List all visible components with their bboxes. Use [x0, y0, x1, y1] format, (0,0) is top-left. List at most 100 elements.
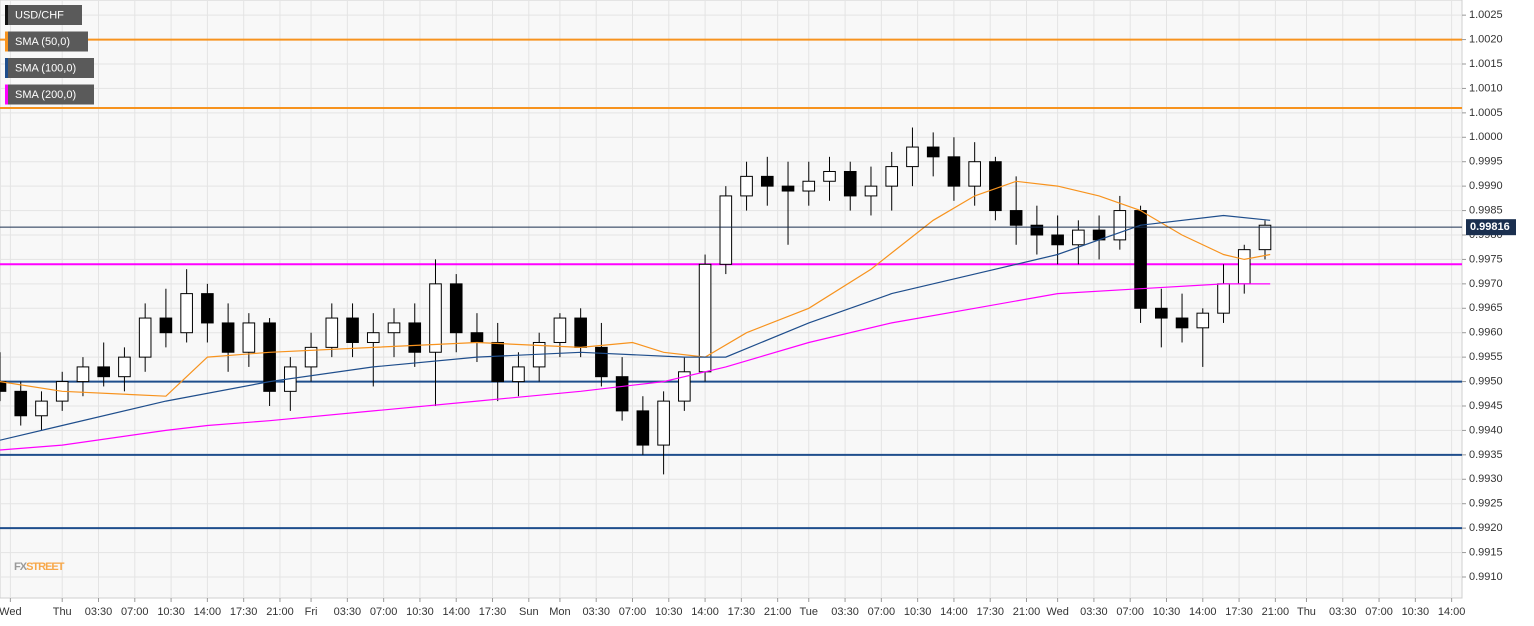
candle-body [512, 366, 525, 383]
candle-body [678, 371, 691, 402]
y-tick-label: 0.9925 [1469, 498, 1503, 510]
candle-body [1009, 210, 1023, 226]
x-tick-label: 17:30 [479, 606, 507, 618]
candle-body [35, 400, 48, 417]
x-tick-label: 14:00 [691, 606, 719, 618]
candle-body [968, 161, 981, 187]
x-tick-label: Mon [549, 606, 570, 618]
candle-body [470, 332, 484, 343]
legend-box [5, 58, 94, 78]
x-tick-label: Fri [305, 606, 318, 618]
x-tick-label: 14:00 [1189, 606, 1217, 618]
legend-label: SMA (100,0) [15, 62, 76, 74]
candle-body [1258, 224, 1272, 251]
candle-body [636, 410, 650, 446]
x-tick-label: 17:30 [728, 606, 756, 618]
legend-swatch [5, 58, 8, 78]
x-tick-label: 17:30 [976, 606, 1004, 618]
candle-body [1030, 224, 1044, 236]
candle-body [180, 293, 193, 334]
y-tick-label: 0.9975 [1469, 253, 1503, 265]
candle-body [1051, 234, 1064, 246]
y-tick-label: 1.0000 [1469, 131, 1503, 143]
candle-body [823, 170, 836, 182]
legend-label: SMA (50,0) [15, 36, 70, 48]
candle-body [1237, 249, 1251, 285]
watermark-fx: FX [14, 561, 28, 573]
legend-swatch [5, 84, 8, 105]
y-tick-label: 0.9960 [1469, 327, 1503, 339]
x-tick-label: 07:00 [121, 606, 149, 618]
candle-body [1113, 210, 1127, 241]
candle-body [947, 156, 961, 187]
x-tick-label: 10:30 [157, 606, 185, 618]
y-tick-label: 0.9970 [1469, 278, 1503, 290]
x-tick-label: 03:30 [582, 606, 610, 618]
legend-swatch [5, 5, 8, 25]
y-tick-label: 0.9920 [1469, 522, 1503, 534]
x-tick-label: 14:00 [1438, 606, 1466, 618]
x-tick-label: Sun [519, 606, 539, 618]
candle-body [263, 322, 276, 392]
candle-body [304, 346, 318, 368]
y-tick-label: 0.9950 [1469, 375, 1503, 387]
y-tick-label: 1.0015 [1469, 58, 1503, 70]
candle-body [159, 317, 173, 334]
legend-box [5, 5, 82, 25]
x-tick-label: 03:30 [334, 606, 362, 618]
x-tick-label: 10:30 [406, 606, 434, 618]
x-tick-label: 21:00 [266, 606, 294, 618]
x-tick-label: 03:30 [1080, 606, 1108, 618]
plot-area [0, 0, 1463, 599]
candle-body [802, 180, 816, 192]
candle-body [1196, 312, 1210, 329]
candle-body [657, 400, 670, 446]
x-tick-label: Thu [53, 606, 72, 618]
x-tick-label: 03:30 [85, 606, 113, 618]
x-tick-label: 14:00 [194, 606, 222, 618]
candle-body [76, 366, 90, 383]
x-tick-label: 10:30 [655, 606, 683, 618]
candle-body [221, 322, 235, 353]
y-tick-label: 0.9955 [1469, 351, 1503, 363]
candle-body [449, 283, 463, 334]
candle-body [595, 346, 608, 378]
y-tick-label: 0.9965 [1469, 302, 1503, 314]
candle-body [864, 185, 878, 197]
legend-item: SMA (100,0) [5, 58, 94, 78]
candle-body [1217, 283, 1230, 314]
legend-label: SMA (200,0) [15, 89, 76, 101]
x-tick-label: 10:30 [904, 606, 932, 618]
y-tick-label: 0.9995 [1469, 156, 1503, 168]
x-tick-label: Wed [0, 606, 22, 618]
legend-item: USD/CHF [5, 5, 82, 25]
candle-body [138, 317, 152, 358]
x-tick-label: 07:00 [1116, 606, 1144, 618]
y-tick-label: 1.0005 [1469, 107, 1503, 119]
y-tick-label: 0.9910 [1469, 571, 1503, 583]
candle-body [201, 293, 214, 324]
y-tick-label: 0.9945 [1469, 400, 1503, 412]
legend-box [5, 31, 88, 52]
legend-swatch [5, 31, 8, 52]
x-tick-label: 03:30 [831, 606, 859, 618]
x-tick-label: Thu [1297, 606, 1316, 618]
candle-body [366, 332, 380, 343]
x-tick-label: 10:30 [1153, 606, 1181, 618]
x-tick-label: 07:00 [619, 606, 647, 618]
candle-body [553, 317, 567, 343]
y-tick-label: 0.9985 [1469, 204, 1503, 216]
x-tick-label: 10:30 [1402, 606, 1430, 618]
x-tick-label: Wed [1046, 606, 1068, 618]
sma-line [0, 180, 1271, 397]
candle-body [387, 322, 401, 334]
x-tick-label: 21:00 [1013, 606, 1041, 618]
candle-body [14, 390, 28, 417]
candle-body [1154, 307, 1168, 319]
y-tick-label: 0.9930 [1469, 473, 1503, 485]
candle-body [740, 175, 753, 197]
candle-body [97, 366, 110, 378]
y-tick-label: 1.0010 [1469, 82, 1503, 94]
sma-line [0, 283, 1271, 451]
